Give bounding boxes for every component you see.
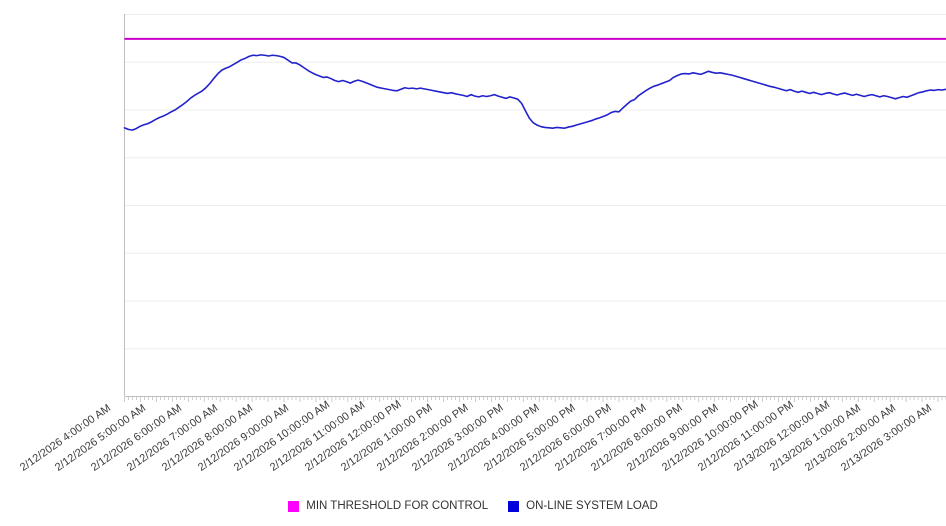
legend-swatch-min-threshold	[288, 500, 300, 512]
chart-legend: MIN THRESHOLD FOR CONTROL ON-LINE SYSTEM…	[0, 494, 946, 518]
legend-label-online-system-load: ON-LINE SYSTEM LOAD	[526, 500, 658, 512]
legend-item-min-threshold[interactable]: MIN THRESHOLD FOR CONTROL	[288, 500, 488, 512]
legend-swatch-online-system-load	[508, 500, 520, 512]
online-system-load-series	[123, 54, 946, 131]
plot-area	[123, 14, 946, 402]
gridlines	[124, 14, 946, 350]
legend-item-online-system-load[interactable]: ON-LINE SYSTEM LOAD	[508, 500, 658, 512]
x-axis-labels: 2/12/2026 4:00:00 AM 2/12/2026 5:00:00 AM…	[0, 396, 946, 496]
legend-label-min-threshold: MIN THRESHOLD FOR CONTROL	[306, 500, 489, 512]
x-axis-ticks	[124, 397, 946, 402]
